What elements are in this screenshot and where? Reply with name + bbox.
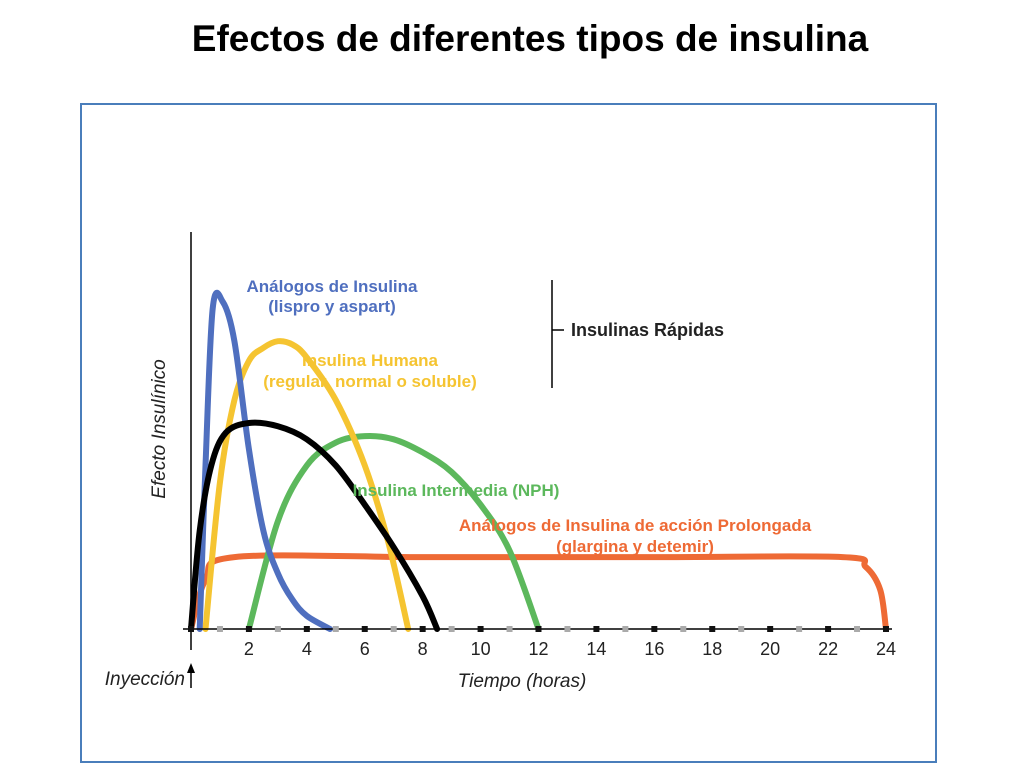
x-axis-marker	[506, 626, 513, 632]
labels-layer: Análogos de Insulina(lispro y aspart) Ins…	[247, 277, 812, 556]
rapid-insulins-label: Insulinas Rápidas	[571, 320, 724, 340]
x-axis-marker	[216, 626, 223, 632]
x-tick-label: 8	[418, 639, 428, 659]
page-title: Efectos de diferentes tipos de insulina	[191, 18, 869, 59]
x-axis-marker	[796, 626, 803, 632]
x-tick-label: 24	[876, 639, 896, 659]
chart-frame: 2 4 6 8 10 12 14 16 18 20 22 24 Inyección Tiempo (hor…	[80, 103, 937, 763]
x-axis-marker	[361, 626, 368, 632]
injection-label: Inyección	[105, 669, 185, 690]
y-axis-title: Efecto Insulínico	[149, 359, 170, 498]
x-axis-marker	[332, 626, 339, 632]
x-tick-label: 20	[760, 639, 780, 659]
lispro-aspart-curve	[196, 290, 333, 632]
x-axis-marker	[564, 626, 571, 632]
x-axis-marker	[188, 626, 194, 632]
injection-arrow-head	[187, 663, 195, 673]
long-acting-sublabel: (glargina y detemir)	[556, 537, 714, 556]
curves-layer	[188, 290, 889, 632]
x-axis-marker	[709, 626, 716, 632]
x-tick-label: 12	[528, 639, 548, 659]
regular-insulin-sublabel: (regular, normal o soluble)	[263, 372, 476, 391]
x-axis-marker	[854, 626, 861, 632]
x-tick-label: 2	[244, 639, 254, 659]
nph-label: Insulina Intermedia (NPH)	[353, 481, 560, 500]
regular-insulin-label: Insulina Humana	[302, 351, 439, 370]
nph-curve	[245, 432, 542, 632]
x-axis-marker	[303, 626, 310, 632]
x-axis-marker	[419, 626, 426, 632]
x-axis-marker	[738, 626, 745, 632]
x-tick-label: 22	[818, 639, 838, 659]
x-axis-marker	[651, 626, 658, 632]
x-tick-label: 10	[471, 639, 491, 659]
x-tick-label: 16	[644, 639, 664, 659]
x-axis-marker	[767, 626, 774, 632]
x-tick-label: 6	[360, 639, 370, 659]
long-acting-curve	[188, 552, 889, 632]
x-axis-marker	[245, 626, 252, 632]
x-tick-label: 4	[302, 639, 312, 659]
x-axis-marker	[883, 626, 889, 632]
x-axis-marker	[622, 626, 629, 632]
x-axis-marker	[593, 626, 600, 632]
black-curve	[188, 419, 441, 632]
long-acting-label: Análogos de Insulina de acción Prolongad…	[459, 516, 812, 535]
x-axis-marker	[680, 626, 687, 632]
lispro-aspart-label: Análogos de Insulina	[247, 277, 419, 296]
lispro-aspart-sublabel: (lispro y aspart)	[268, 297, 396, 316]
x-axis-marker	[390, 626, 397, 632]
x-axis-marker	[535, 626, 542, 632]
x-axis-title: Tiempo (horas)	[458, 671, 587, 692]
regular-insulin-curve	[202, 338, 412, 632]
x-axis-marker	[448, 626, 455, 632]
x-axis-marker	[825, 626, 832, 632]
x-tick-label: 14	[586, 639, 606, 659]
x-tick-label: 18	[702, 639, 722, 659]
x-axis-marker	[274, 626, 281, 632]
x-axis-marker	[477, 626, 484, 632]
